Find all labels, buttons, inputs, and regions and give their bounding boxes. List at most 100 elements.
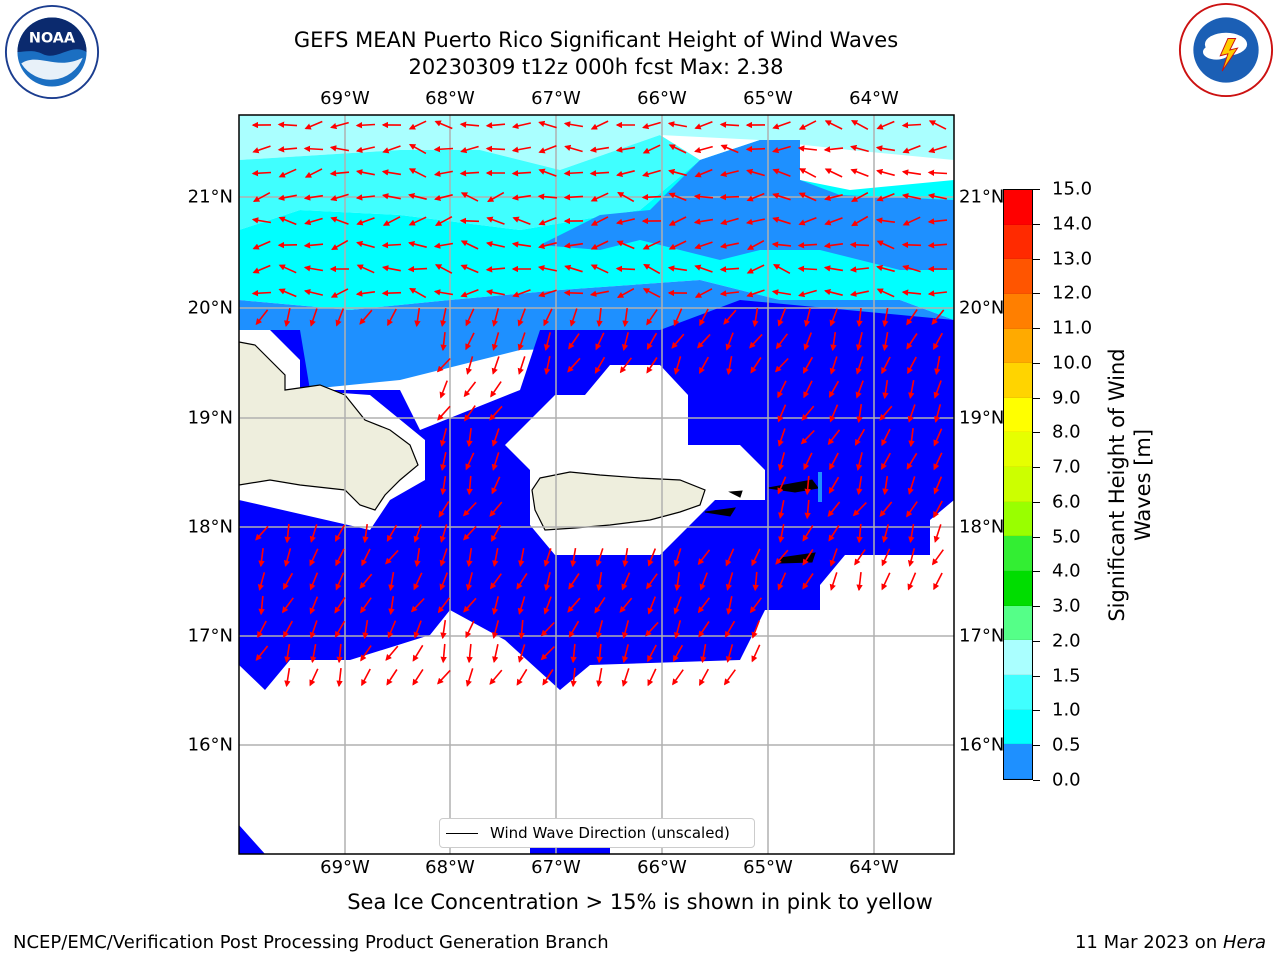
wave-direction-arrow [439, 428, 448, 447]
wave-direction-arrow [642, 169, 661, 178]
wave-direction-arrow [697, 549, 711, 566]
wave-direction-arrow [251, 217, 272, 224]
wave-direction-arrow [278, 216, 297, 226]
map-field [239, 115, 954, 854]
wave-direction-arrow [356, 240, 375, 249]
colorbar-tick-mark [1033, 328, 1040, 330]
wave-direction-arrow [881, 428, 891, 447]
wave-direction-arrow [856, 475, 863, 496]
wave-direction-arrow [463, 381, 477, 398]
wave-direction-arrow [517, 308, 526, 327]
wave-direction-arrow [673, 596, 682, 615]
wave-direction-arrow [697, 333, 711, 349]
colorbar-segment [1004, 674, 1032, 710]
wave-direction-arrow [881, 356, 891, 375]
wave-direction-arrow [330, 193, 349, 202]
wave-direction-arrow [621, 332, 629, 351]
wave-direction-arrow [463, 525, 477, 541]
wave-direction-arrow [381, 265, 401, 272]
wave-direction-arrow [849, 290, 869, 297]
wave-direction-arrow [615, 265, 636, 273]
wave-direction-arrow [590, 192, 609, 202]
wave-direction-arrow [906, 501, 918, 518]
wave-direction-arrow [674, 571, 681, 592]
wave-direction-arrow [595, 332, 605, 351]
wave-direction-arrow [277, 121, 298, 128]
colorbar-tick-mark [1033, 258, 1040, 260]
wave-direction-arrow [906, 333, 918, 350]
lon-label-top-68: 68°W [425, 88, 475, 109]
wave-direction-arrow [537, 265, 557, 272]
wave-direction-arrow [804, 475, 811, 496]
wave-direction-arrow [594, 356, 606, 374]
wave-direction-arrow [517, 596, 526, 615]
wave-direction-arrow [255, 309, 269, 326]
wave-direction-arrow [517, 332, 526, 351]
wave-direction-arrow [437, 669, 451, 685]
wave-direction-arrow [538, 289, 557, 298]
wave-direction-arrow [827, 429, 841, 446]
wave-direction-arrow [829, 404, 839, 423]
wave-direction-arrow [517, 644, 526, 663]
wave-direction-arrow [283, 548, 292, 567]
wave-direction-arrow [850, 119, 869, 131]
wave-direction-arrow [726, 596, 733, 616]
colorbar-segment [1004, 190, 1032, 225]
wave-direction-arrow [772, 121, 791, 130]
wave-direction-arrow [381, 169, 402, 176]
wave-direction-arrow [362, 619, 369, 640]
wave-direction-arrow [879, 501, 893, 517]
wave-direction-arrow [726, 355, 733, 376]
wave-direction-arrow [460, 240, 479, 250]
lon-label-top-67: 67°W [531, 88, 581, 109]
colorbar-segment [1004, 397, 1032, 433]
wave-direction-arrow [309, 572, 319, 591]
wave-direction-arrow [927, 218, 948, 225]
wave-direction-arrow [356, 217, 375, 226]
wave-direction-arrow [746, 168, 765, 177]
wave-direction-arrow [673, 620, 682, 639]
wave-direction-arrow [516, 572, 528, 590]
wave-direction-arrow [700, 643, 707, 664]
wave-direction-arrow [387, 620, 397, 639]
colorbar-tick-mark [1033, 536, 1040, 538]
lat-label-left-19: 19°N [187, 407, 233, 429]
wave-direction-arrow [719, 290, 739, 297]
wave-direction-arrow [642, 288, 661, 298]
wave-direction-arrow [749, 597, 763, 614]
wave-direction-arrow [440, 452, 447, 472]
wave-direction-arrow [647, 668, 657, 687]
lat-label-right-19: 19°N [959, 407, 1005, 429]
lat-label-left-20: 20°N [187, 297, 233, 319]
wave-direction-arrow [459, 121, 480, 128]
wave-direction-arrow [277, 146, 298, 153]
wave-direction-arrow [564, 264, 583, 273]
wave-direction-arrow [460, 289, 479, 298]
wave-direction-arrow [251, 290, 272, 297]
wave-direction-arrow [564, 144, 583, 153]
colorbar-tick-mark [1033, 397, 1040, 399]
wave-direction-arrow [590, 120, 609, 130]
wave-direction-arrow [518, 548, 525, 568]
wave-direction-arrow [749, 333, 763, 349]
lat-label-right-20: 20°N [959, 297, 1005, 319]
wave-direction-arrow [772, 145, 791, 154]
colorbar-segment [1004, 605, 1032, 641]
wave-direction-arrow [433, 289, 454, 296]
wave-direction-arrow [619, 597, 633, 613]
lat-label-left-18: 18°N [187, 516, 233, 538]
wave-direction-arrow [876, 193, 895, 202]
wave-direction-arrow [850, 144, 869, 153]
wave-direction-arrow [304, 168, 323, 178]
wave-direction-arrow [437, 405, 451, 421]
lat-label-right-17: 17°N [959, 625, 1005, 647]
wave-direction-arrow [829, 548, 838, 567]
wave-direction-arrow [463, 597, 477, 613]
wave-direction-arrow [855, 452, 863, 471]
wave-direction-arrow [284, 667, 291, 688]
wave-direction-arrow [255, 525, 269, 541]
wave-direction-arrow [252, 264, 271, 274]
wave-direction-arrow [617, 191, 635, 203]
wave-direction-arrow [330, 288, 349, 298]
